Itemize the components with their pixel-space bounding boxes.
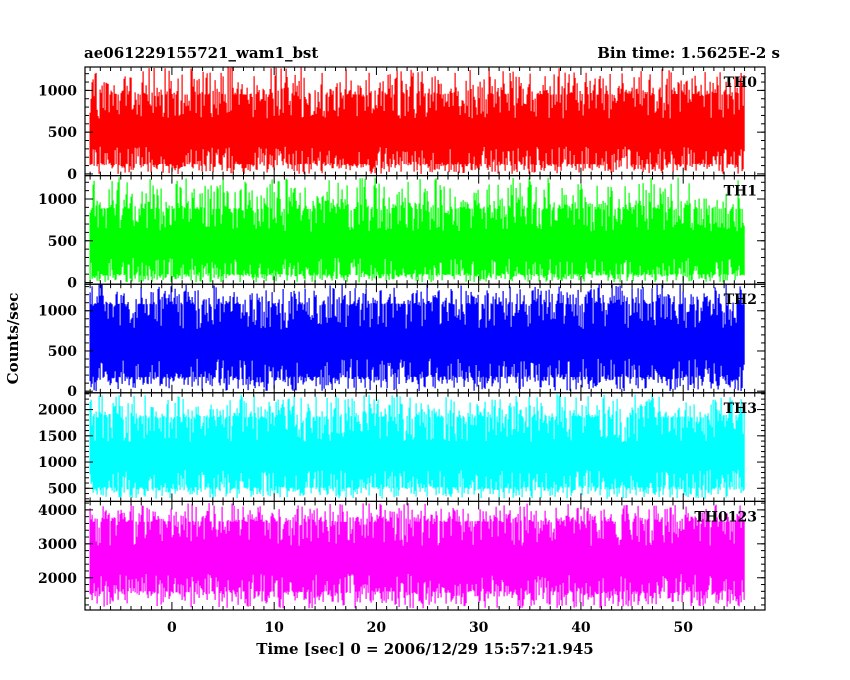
x-tick-label: 10 [264, 620, 284, 636]
panel-frame [84, 500, 766, 611]
series-th0123 [89, 503, 745, 609]
y-tick-label: 500 [48, 481, 77, 497]
panel-label: TH0123 [694, 509, 757, 525]
y-tick-label: 0 [67, 384, 77, 400]
series-th2 [89, 284, 745, 392]
y-tick-label: 2000 [38, 403, 77, 419]
chart-title-left: ae061229155721_wam1_bst [84, 44, 319, 62]
y-tick-label: 4000 [38, 503, 77, 519]
y-tick-label: 1000 [38, 192, 77, 208]
y-axis-label: Counts/sec [4, 293, 22, 385]
y-tick-label: 0 [67, 167, 77, 183]
panel-label: TH0 [724, 75, 758, 91]
y-tick-label: 500 [48, 125, 77, 141]
series-th1 [89, 177, 745, 283]
y-tick-label: 1000 [38, 455, 77, 471]
y-tick-label: 1000 [38, 304, 77, 320]
x-tick-label: 30 [469, 620, 489, 636]
x-tick-label: 40 [571, 620, 591, 636]
y-tick-label: 2000 [38, 571, 77, 587]
chart-title-right: Bin time: 1.5625E-2 s [597, 44, 780, 62]
panel-label: TH1 [724, 184, 757, 200]
series-th3 [89, 393, 745, 499]
series-th0 [89, 67, 745, 174]
y-tick-label: 500 [48, 344, 77, 360]
y-tick-label: 1500 [38, 429, 77, 445]
x-tick-label: 20 [367, 620, 387, 636]
y-tick-label: 0 [67, 276, 77, 292]
x-tick-label: 0 [167, 620, 177, 636]
x-tick-label: 50 [673, 620, 693, 636]
x-axis-label: Time [sec] 0 = 2006/12/29 15:57:21.945 [256, 640, 593, 658]
panel-label: TH3 [724, 401, 757, 417]
panel-label: TH2 [724, 292, 757, 308]
y-tick-label: 3000 [38, 537, 77, 553]
y-tick-label: 1000 [38, 83, 77, 99]
y-tick-label: 500 [48, 234, 77, 250]
